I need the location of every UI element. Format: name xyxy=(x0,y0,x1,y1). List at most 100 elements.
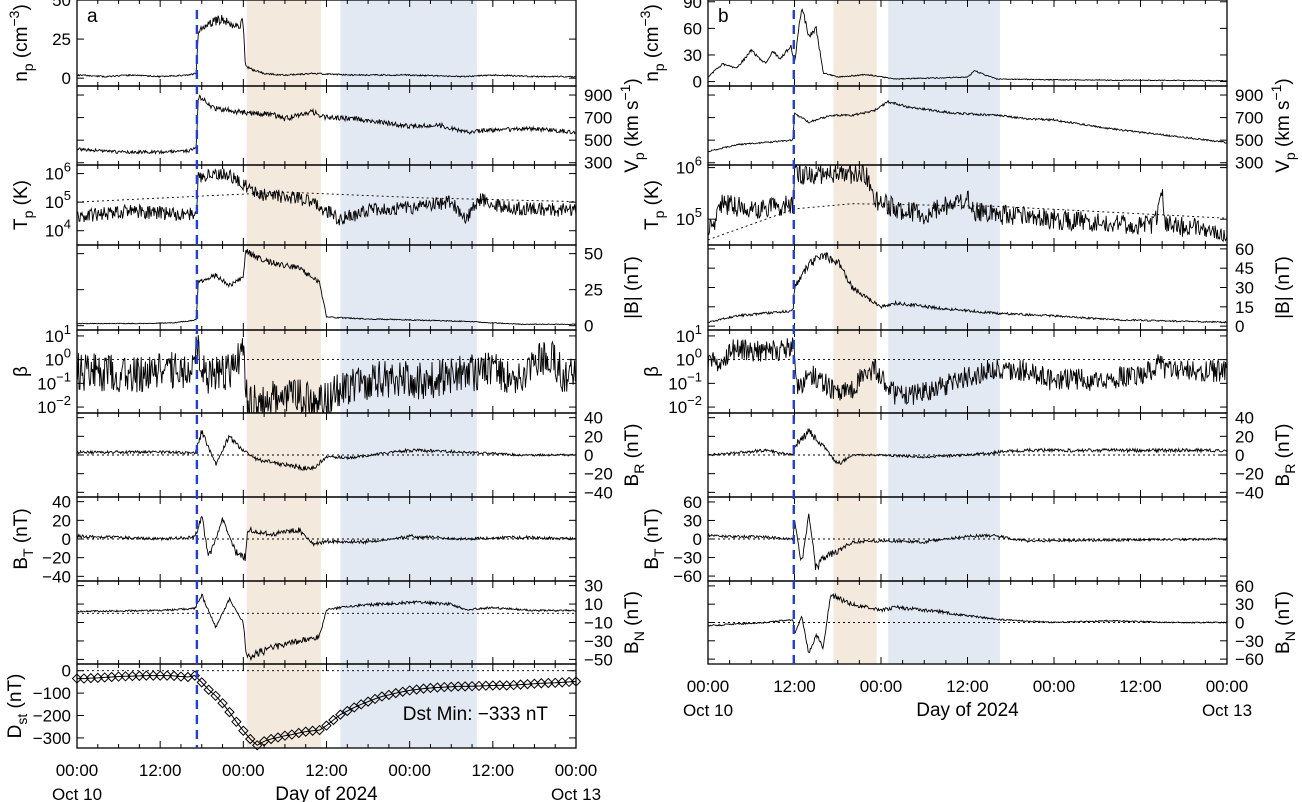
y-tick-label: −10 xyxy=(584,614,613,633)
x-tick-label: 12:00 xyxy=(1119,677,1162,696)
dst-point-24 xyxy=(238,725,249,736)
series-line-tp xyxy=(708,165,1227,242)
dst-point-20 xyxy=(210,690,221,702)
y-tick-label: 0 xyxy=(693,73,702,92)
y-axis-label-tp: Tp (K) xyxy=(642,180,667,230)
y-axis-label-br: BR (nT) xyxy=(622,424,647,487)
panel-frame xyxy=(76,164,577,246)
y-axis-label-b: |B| (nT) xyxy=(622,256,643,319)
dst-point-12 xyxy=(154,670,166,681)
panel-letter: b xyxy=(718,6,729,27)
series-line-beta xyxy=(77,334,576,413)
y-tick-label: 50 xyxy=(52,0,71,10)
y-tick-label: −50 xyxy=(584,650,613,669)
dst-min-annotation: Dst Min: −333 nT xyxy=(403,704,549,725)
x-date-label: Oct 13 xyxy=(1202,701,1252,720)
panel-frame xyxy=(76,85,577,166)
y-axis-label-bt: BT (nT) xyxy=(11,508,36,569)
x-tick-label: 00:00 xyxy=(388,761,431,780)
y-axis-label-bn: BN (nT) xyxy=(1273,591,1298,654)
y-tick-label: 0 xyxy=(62,530,71,549)
y-tick-label: 0 xyxy=(584,446,593,465)
dst-point-61 xyxy=(494,680,505,691)
dst-point-10 xyxy=(141,670,152,681)
series-line-br xyxy=(77,430,576,472)
y-tick-label: −20 xyxy=(42,549,71,568)
dst-point-19 xyxy=(203,684,214,695)
y-tick-label: 40 xyxy=(52,493,71,512)
y-tick-label: 101 xyxy=(45,322,71,346)
y-tick-label: 500 xyxy=(1235,131,1263,150)
y-tick-label: 10−2 xyxy=(668,393,702,417)
y-tick-label: 0 xyxy=(62,662,71,681)
y-tick-label: 60 xyxy=(683,19,702,38)
dst-point-13 xyxy=(161,670,173,681)
dst-point-55 xyxy=(452,681,464,692)
dst-point-21 xyxy=(217,697,228,709)
reference-line xyxy=(708,203,1227,241)
y-tick-label: 15 xyxy=(1235,298,1254,317)
x-tick-label: 12:00 xyxy=(946,677,989,696)
sheath-interval-band xyxy=(833,0,877,664)
y-tick-label: −20 xyxy=(584,465,613,484)
series-line-vp xyxy=(77,94,576,155)
dst-point-23 xyxy=(231,716,242,727)
ejecta-interval-band xyxy=(340,0,477,748)
dst-point-39 xyxy=(342,705,353,717)
panel-b-vp: 300 500 700 900 Vp (km s−1) xyxy=(707,78,1298,173)
x-tick-label: 00:00 xyxy=(222,761,265,780)
y-axis-label-beta: β xyxy=(11,366,32,377)
sheath-interval-band xyxy=(246,0,321,748)
panel-a-dst: −300 −200 −100 0 Dst (nT) xyxy=(5,662,582,751)
reference-line xyxy=(77,191,576,203)
dst-point-22 xyxy=(224,706,235,718)
y-tick-label: 0 xyxy=(1235,614,1244,633)
y-tick-label: 40 xyxy=(584,409,603,428)
panel-frame xyxy=(76,0,577,87)
y-tick-label: 20 xyxy=(1235,427,1254,446)
y-tick-label: 60 xyxy=(1235,577,1254,596)
y-tick-label: 60 xyxy=(1235,240,1254,259)
y-tick-label: 100 xyxy=(676,346,702,370)
dst-point-40 xyxy=(349,702,360,713)
y-tick-label: −30 xyxy=(1235,632,1264,651)
dst-point-37 xyxy=(328,714,339,726)
y-tick-label: 104 xyxy=(45,217,71,241)
y-axis-label-vp: Vp (km s−1) xyxy=(617,78,647,173)
y-tick-label: 700 xyxy=(1235,109,1263,128)
x-tick-label: 00:00 xyxy=(687,677,730,696)
panel-b-np: 0 30 60 90 np (cm−3) xyxy=(637,0,1228,92)
y-tick-label: −40 xyxy=(1235,483,1264,502)
y-tick-label: 105 xyxy=(676,205,702,229)
y-tick-label: 10 xyxy=(584,595,603,614)
y-axis-label-b: |B| (nT) xyxy=(1273,256,1294,319)
dst-line xyxy=(77,675,577,746)
y-tick-label: −30 xyxy=(584,632,613,651)
series-line-bt xyxy=(77,515,576,562)
y-tick-label: −60 xyxy=(673,567,702,586)
series-line-beta xyxy=(708,337,1227,406)
y-tick-label: −200 xyxy=(33,707,71,726)
x-tick-label: 00:00 xyxy=(860,677,903,696)
y-tick-label: 105 xyxy=(45,188,71,212)
panel-a-np: 0 25 50 np (cm−3) xyxy=(6,0,577,88)
dst-point-14 xyxy=(168,670,180,682)
y-tick-label: 30 xyxy=(584,577,603,596)
x-tick-label: 00:00 xyxy=(555,761,598,780)
y-tick-label: −40 xyxy=(42,567,71,586)
y-tick-label: 45 xyxy=(1235,259,1254,278)
dst-point-38 xyxy=(335,709,346,720)
x-tick-label: 00:00 xyxy=(56,761,99,780)
y-tick-label: 10−2 xyxy=(37,393,71,417)
y-tick-label: 101 xyxy=(676,322,702,346)
y-axis-label-vp: Vp (km s−1) xyxy=(1268,78,1298,173)
x-tick-label: 12:00 xyxy=(139,761,182,780)
y-axis-label-np: np (cm−3) xyxy=(637,4,667,82)
